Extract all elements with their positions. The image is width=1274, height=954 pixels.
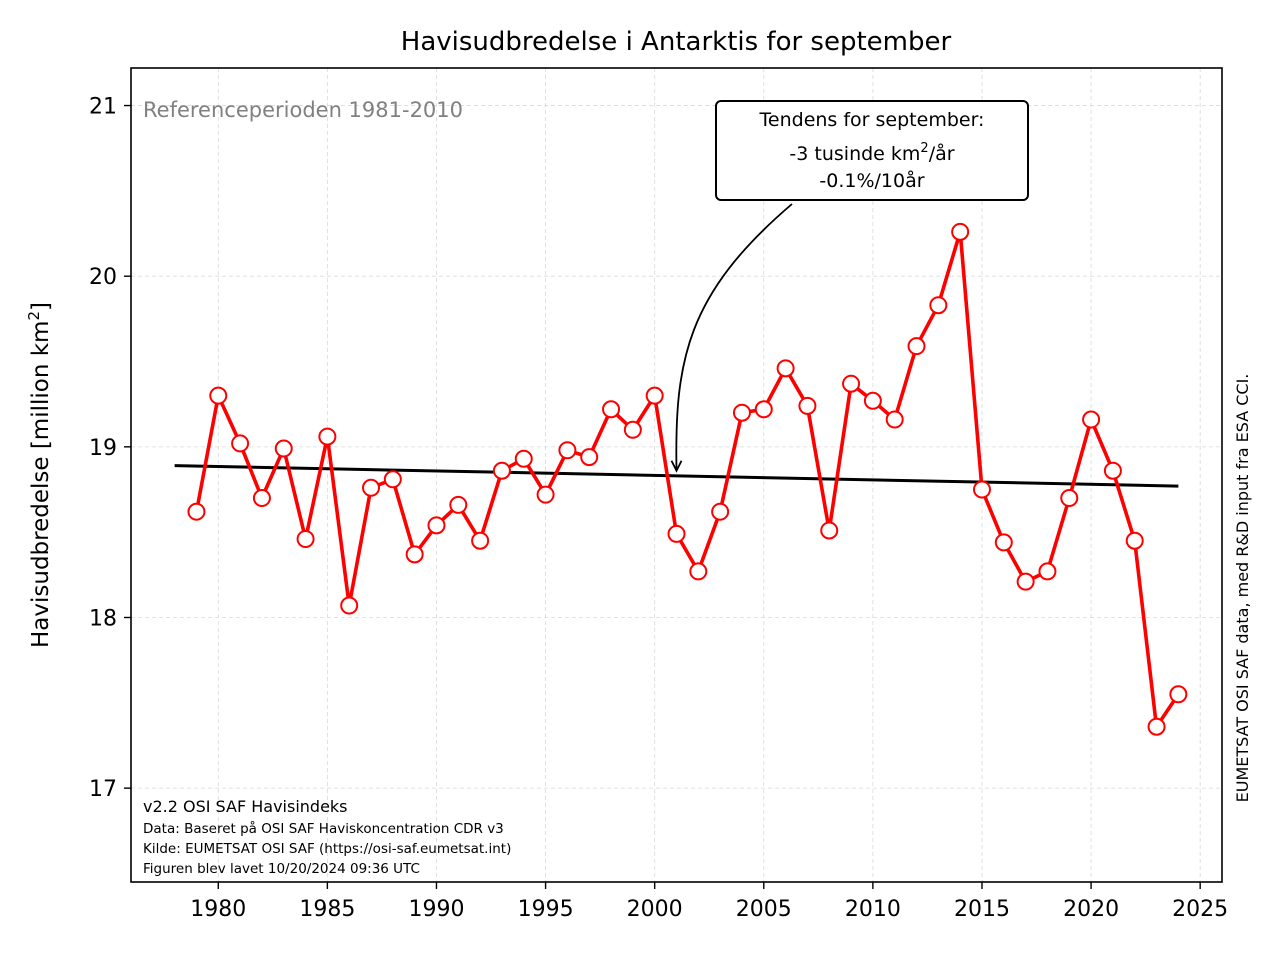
y-axis-label-main: Havisudbredelse [million km — [28, 321, 54, 648]
x-tick-label: 1980 — [190, 897, 246, 922]
annotation-arrow — [675, 203, 793, 471]
annotation-line-2-sup: 2 — [920, 141, 928, 156]
trend-layer — [174, 464, 1179, 488]
data-point — [732, 403, 751, 422]
x-tick-label: 1995 — [518, 897, 574, 922]
chart-title: Havisudbredelse i Antarktis for septembe… — [401, 27, 952, 57]
data-point — [318, 427, 337, 446]
data-point — [558, 441, 577, 460]
data-point — [798, 396, 817, 415]
data-point — [536, 485, 555, 504]
data-point — [711, 502, 730, 521]
x-tick-label: 1990 — [408, 897, 464, 922]
data-point — [1060, 489, 1079, 508]
data-point — [231, 434, 250, 453]
x-tick-label: 2025 — [1172, 897, 1228, 922]
plot-frame — [130, 67, 1223, 883]
data-point — [1147, 717, 1166, 736]
annotation-line-2: -3 tusinde km2/år — [789, 141, 954, 165]
footer-created: Figuren blev lavet 10/20/2024 09:36 UTC — [143, 861, 420, 877]
data-point — [623, 420, 642, 439]
data-point — [842, 374, 861, 393]
data-point — [1103, 461, 1122, 480]
x-tick-label: 2015 — [954, 897, 1010, 922]
x-tick-label: 1985 — [299, 897, 355, 922]
data-point — [492, 461, 511, 480]
trend-annotation: Tendens for september: -3 tusinde km2/år… — [670, 100, 1029, 473]
data-point — [1082, 410, 1101, 429]
x-tick-label: 2000 — [627, 897, 683, 922]
annotation-box — [715, 100, 1029, 201]
x-tick-label: 2005 — [736, 897, 792, 922]
data-point — [951, 222, 970, 241]
data-point — [187, 502, 206, 521]
annotation-line-1: Tendens for september: — [759, 109, 985, 131]
y-tick-label: 20 — [89, 265, 117, 290]
data-point — [362, 478, 381, 497]
y-axis-label: Havisudbredelse [million km2] — [25, 302, 54, 648]
annotation-line-3: -0.1%/10år — [819, 169, 924, 192]
y-tick-label: 21 — [89, 95, 117, 120]
reference-period-label: Referenceperioden 1981-2010 — [143, 98, 463, 122]
x-tick-label: 2020 — [1063, 897, 1119, 922]
data-point — [1125, 531, 1144, 550]
annotation-line-2-main: -3 tusinde km — [789, 143, 920, 165]
data-point — [689, 562, 708, 581]
data-point — [340, 596, 359, 615]
axis-ticks: 1980 1985 1990 1995 2000 2005 2010 2015 2020 2025… — [89, 95, 1228, 922]
annotation-arrowhead — [670, 460, 683, 473]
data-point — [863, 391, 882, 410]
y-tick-label: 17 — [89, 777, 117, 802]
footer-source: Kilde: EUMETSAT OSI SAF (https://osi-saf… — [143, 841, 511, 857]
series-layer — [187, 222, 1188, 736]
data-point — [252, 489, 271, 508]
data-point — [885, 410, 904, 429]
y-axis-label-end: ] — [28, 302, 54, 311]
data-point — [580, 448, 599, 467]
annotation-line-2-end: /år — [929, 142, 955, 165]
data-point — [209, 386, 228, 405]
data-point — [514, 449, 533, 468]
data-point — [776, 359, 795, 378]
footer-version: v2.2 OSI SAF Havisindeks — [143, 797, 348, 816]
data-point — [471, 531, 490, 550]
data-point — [1038, 562, 1057, 581]
footer-data: Data: Baseret på OSI SAF Haviskoncentrat… — [143, 820, 504, 837]
data-point — [274, 439, 293, 458]
data-point — [383, 470, 402, 489]
data-point — [1169, 685, 1188, 704]
series-line — [194, 230, 1180, 729]
data-point — [929, 296, 948, 315]
data-point — [1016, 572, 1035, 591]
data-point — [667, 524, 686, 543]
data-point — [296, 529, 315, 548]
data-point — [427, 516, 446, 535]
trend-line — [174, 464, 1179, 488]
data-point — [907, 337, 926, 356]
data-point — [449, 495, 468, 514]
data-point — [405, 545, 424, 564]
y-axis-label-sup: 2 — [25, 311, 43, 321]
data-point — [972, 480, 991, 499]
data-point — [820, 521, 839, 540]
data-point — [754, 400, 773, 419]
data-point — [645, 386, 664, 405]
y-tick-label: 19 — [89, 436, 117, 461]
y-tick-label: 18 — [89, 606, 117, 631]
x-tick-label: 2010 — [845, 897, 901, 922]
side-note: EUMETSAT OSI SAF data, med R&D input fra… — [1233, 374, 1252, 803]
data-point — [602, 400, 621, 419]
data-point — [994, 533, 1013, 552]
